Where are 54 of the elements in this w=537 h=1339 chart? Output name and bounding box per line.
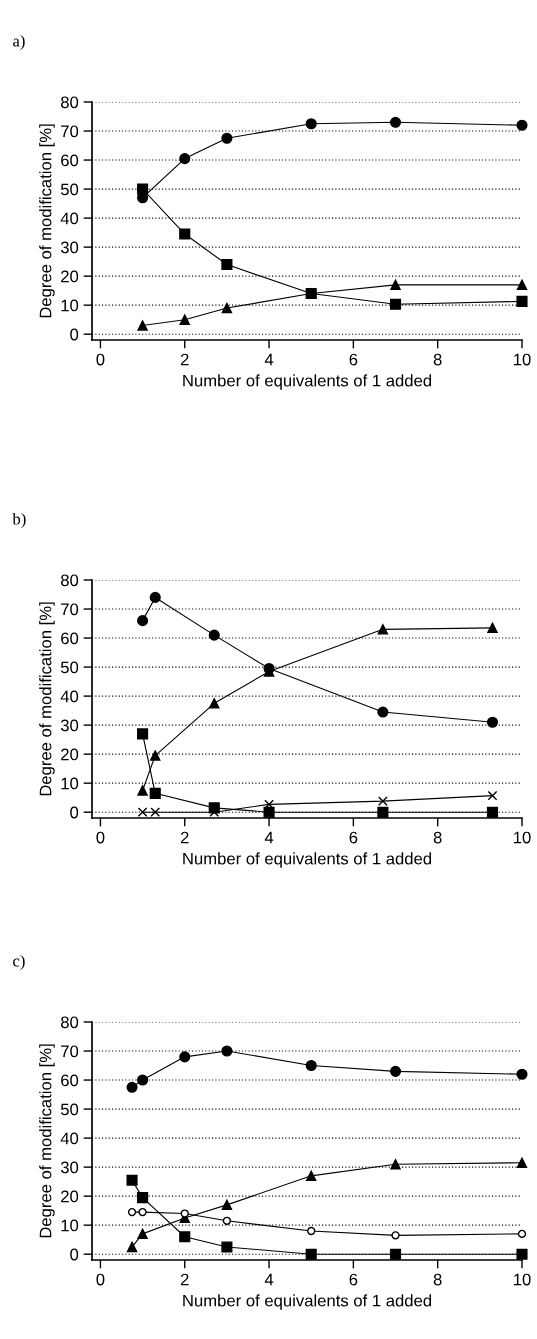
y-tick-label: 80	[60, 96, 79, 109]
x-tick-label: 4	[264, 353, 274, 366]
y-axis-title: Degree of modification [%]	[39, 1044, 55, 1238]
y-tick-label: 30	[60, 1161, 79, 1174]
y-tick-label: 60	[61, 1074, 79, 1087]
x-tick-label: 8	[433, 831, 442, 844]
x-tick-label: 2	[180, 1273, 189, 1286]
y-tick-label: 70	[61, 125, 79, 138]
y-tick-label: 80	[60, 1016, 79, 1029]
y-tick-label: 10	[61, 777, 79, 790]
y-tick-label: 0	[70, 1248, 79, 1261]
y-tick-label: 40	[60, 212, 79, 225]
x-tick-label: 6	[349, 831, 358, 844]
x-tick-label: 4	[264, 831, 274, 844]
chart-title: b)	[12, 512, 26, 528]
y-tick-label: 50	[60, 661, 79, 674]
y-tick-label: 10	[61, 1219, 79, 1232]
x-tick-label: 6	[349, 353, 358, 366]
x-axis-title: Number of equivalents of 1 added	[183, 1294, 432, 1310]
y-tick-label: 20	[61, 270, 79, 283]
y-tick-label: 60	[61, 632, 79, 645]
y-tick-label: 0	[70, 328, 79, 341]
x-tick-label: 10	[514, 1273, 531, 1286]
x-tick-label: 8	[433, 1273, 442, 1286]
x-tick-label: 4	[264, 1273, 274, 1286]
x-tick-label: 2	[180, 831, 189, 844]
y-tick-label: 50	[60, 1103, 79, 1116]
x-tick-label: 0	[96, 1273, 105, 1286]
y-tick-label: 20	[61, 748, 79, 761]
y-axis-title: Degree of modification [%]	[39, 602, 55, 796]
y-axis-title: Degree of modification [%]	[39, 124, 55, 318]
y-tick-label: 70	[61, 603, 79, 616]
y-tick-label: 0	[70, 806, 79, 819]
x-tick-label: 0	[96, 353, 105, 366]
y-tick-label: 40	[60, 690, 79, 703]
y-tick-label: 50	[60, 183, 79, 196]
y-tick-label: 40	[60, 1132, 79, 1145]
y-tick-label: 20	[61, 1190, 79, 1203]
x-axis-title: Number of equivalents of 1 added	[183, 852, 432, 868]
x-tick-label: 8	[433, 353, 442, 366]
y-tick-label: 70	[61, 1045, 79, 1058]
y-tick-label: 30	[60, 241, 79, 254]
x-tick-label: 2	[180, 353, 189, 366]
y-tick-label: 80	[60, 574, 79, 587]
x-axis-title: Number of equivalents of 1 added	[183, 374, 432, 390]
x-tick-label: 10	[514, 353, 531, 366]
x-tick-label: 0	[96, 831, 105, 844]
x-tick-label: 6	[349, 1273, 358, 1286]
chart-title: a)	[13, 34, 25, 50]
chart-title: c)	[13, 954, 25, 970]
x-tick-label: 10	[514, 831, 531, 844]
y-tick-label: 60	[61, 154, 79, 167]
y-tick-label: 30	[60, 719, 79, 732]
y-tick-label: 10	[61, 299, 79, 312]
